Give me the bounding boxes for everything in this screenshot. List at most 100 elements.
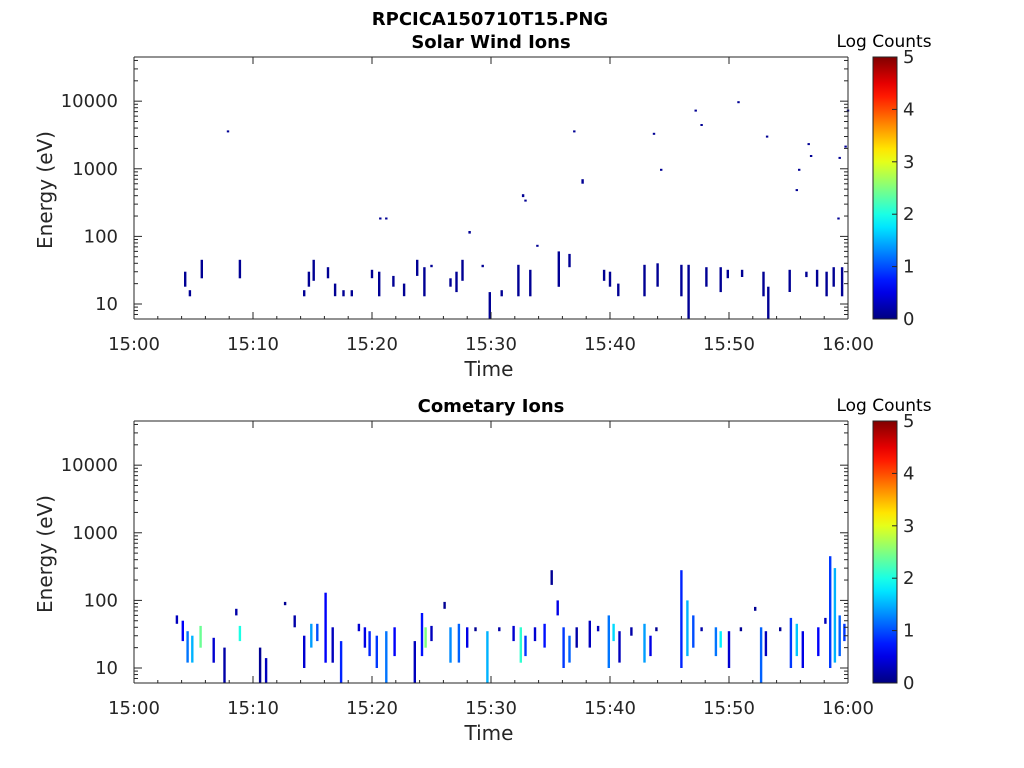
y-tick-label: 100: [84, 590, 118, 611]
heatmap-cell: [838, 615, 841, 657]
colorbar-label: Log Counts: [836, 32, 931, 52]
heatmap-cell: [705, 267, 708, 287]
heatmap-cell: [521, 194, 525, 198]
heatmap-cell: [779, 627, 782, 632]
heatmap-cell: [519, 627, 522, 663]
heatmap-cell: [652, 132, 656, 135]
heatmap-cell: [293, 615, 296, 628]
heatmap-cell: [754, 606, 757, 611]
heatmap-cell: [643, 623, 646, 663]
heatmap-cell: [498, 627, 501, 632]
heatmap-cell: [455, 271, 458, 293]
x-tick-label: 15:10: [227, 334, 279, 355]
colorbar-tick-label: 5: [903, 411, 914, 432]
heatmap-cell: [342, 290, 345, 297]
heatmap-cell: [312, 259, 315, 281]
heatmap-cell: [212, 637, 215, 663]
heatmap-cell: [443, 601, 446, 609]
colorbar-tick-label: 3: [903, 516, 914, 537]
colorbar-tick-label: 0: [903, 309, 914, 330]
heatmap-cell: [815, 269, 819, 287]
heatmap-cell: [238, 259, 242, 279]
heatmap-cell: [798, 168, 801, 171]
heatmap-cell: [714, 627, 718, 657]
heatmap-cell: [686, 600, 689, 657]
heatmap-cell: [739, 627, 743, 632]
heatmap-cell: [687, 264, 690, 319]
heatmap-cell: [832, 267, 835, 287]
heatmap-cell: [175, 615, 179, 624]
heatmap-cell: [524, 635, 527, 657]
heatmap-cell: [844, 145, 847, 148]
heatmap-cell: [449, 278, 452, 287]
heatmap-cell: [660, 168, 663, 171]
x-tick-label: 15:50: [703, 334, 755, 355]
heatmap-cell: [385, 631, 388, 683]
heatmap-cell: [533, 627, 537, 642]
heatmap-cell: [607, 615, 610, 668]
y-tick-label: 1000: [72, 523, 118, 544]
heatmap-cell: [655, 627, 658, 632]
heatmap-cell: [303, 635, 306, 668]
x-tick-label: 15:40: [584, 334, 636, 355]
heatmap-cell: [423, 267, 426, 297]
colorbar-tick-label: 0: [903, 673, 914, 694]
heatmap-cell: [726, 269, 729, 279]
heatmap-cell: [608, 271, 612, 287]
heatmap-cell: [413, 641, 416, 683]
heatmap-cell: [466, 627, 469, 648]
heatmap-cell: [759, 627, 763, 683]
heatmap-cell: [310, 623, 313, 648]
x-axis-label: Time: [464, 357, 514, 381]
heatmap-cell: [809, 155, 813, 157]
heatmap-cell: [692, 615, 695, 648]
heatmap-cell: [843, 623, 846, 642]
heatmap-cell: [512, 625, 515, 642]
heatmap-cell: [186, 631, 189, 663]
colorbar-tick-label: 4: [903, 99, 914, 120]
heatmap-cell: [430, 264, 433, 268]
heatmap-cell: [801, 631, 804, 668]
heatmap-cell: [339, 641, 343, 683]
heatmap-cell: [838, 156, 841, 159]
heatmap-cell: [807, 143, 810, 146]
heatmap-cell: [449, 627, 452, 663]
heatmap-cell: [719, 267, 722, 293]
heatmap-cell: [468, 231, 471, 234]
heatmap-cell: [238, 625, 242, 642]
heatmap-cell: [191, 635, 194, 663]
colorbar-tick-label: 4: [903, 463, 914, 484]
x-tick-label: 15:00: [108, 334, 160, 355]
colorbar-tick-label: 3: [903, 152, 914, 173]
x-tick-label: 15:20: [346, 334, 398, 355]
heatmap-cell: [226, 130, 230, 133]
heatmap-cell: [331, 627, 334, 663]
heatmap-cell: [357, 623, 361, 632]
heatmap-cell: [767, 286, 770, 319]
heatmap-cell: [486, 631, 489, 683]
heatmap-cell: [543, 623, 546, 648]
heatmap-cell: [258, 647, 262, 683]
heatmap-cell: [529, 269, 532, 297]
heatmap-cell: [788, 269, 791, 292]
heatmap-cell: [424, 627, 427, 648]
heatmap-cell: [630, 627, 633, 636]
heatmap-cell: [326, 267, 330, 279]
colorbar-tick-label: 2: [903, 204, 914, 225]
heatmap-cell: [795, 623, 798, 657]
heatmap-cell: [324, 592, 327, 663]
heatmap-cell: [550, 570, 553, 585]
heatmap-cell: [618, 631, 621, 663]
heatmap-cell: [350, 290, 353, 297]
heatmap-cell: [680, 570, 683, 668]
heatmap-cell: [524, 199, 527, 202]
heatmap-cell: [430, 625, 433, 642]
heatmap-cell: [457, 623, 461, 663]
heatmap-cell: [303, 290, 306, 297]
heatmap-cell: [200, 259, 203, 279]
heatmap-cell: [307, 271, 311, 287]
y-axis-label: Energy (eV): [33, 495, 57, 613]
heatmap-cell: [481, 264, 484, 268]
y-tick-label: 10: [95, 658, 118, 679]
